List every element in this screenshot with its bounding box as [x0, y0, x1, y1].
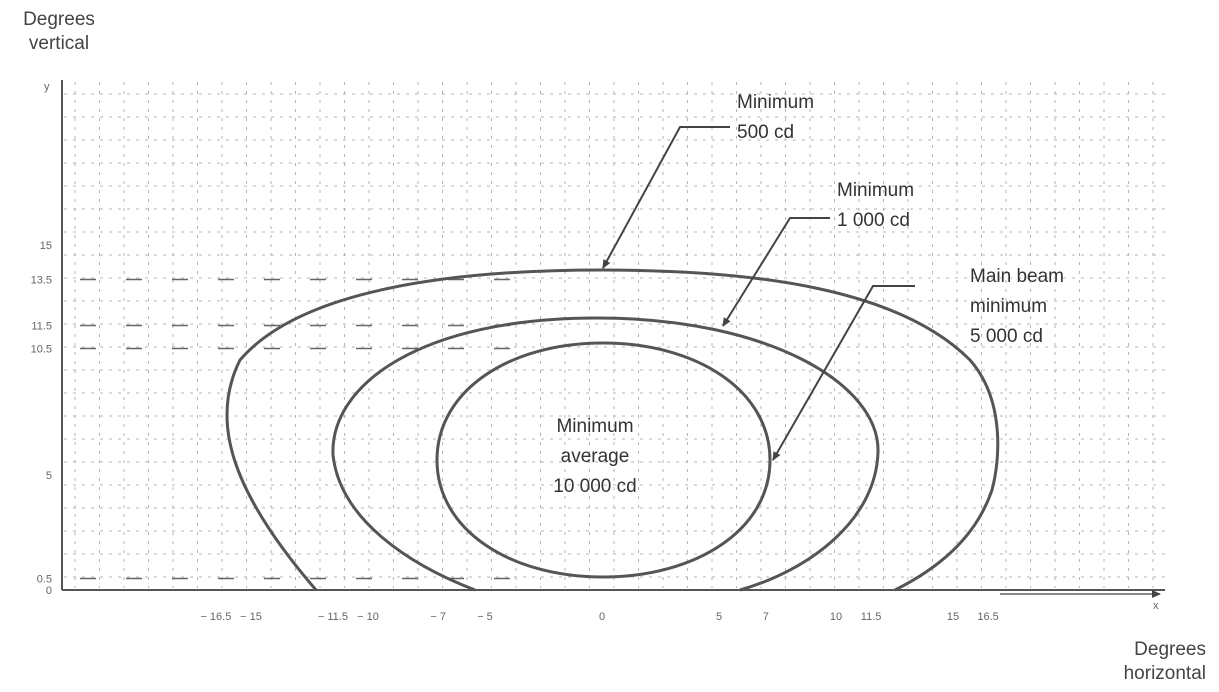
x-tick-label: 7 — [763, 611, 769, 623]
leader-500cd — [602, 126, 730, 269]
x-axis-end-tick: x — [1153, 600, 1159, 612]
x-tick-label: 10 — [830, 611, 842, 623]
center-label-line-3: 10 000 cd — [553, 476, 636, 497]
reference-dashes — [80, 278, 540, 580]
y-tick-label: 11.5 — [31, 321, 52, 333]
leader-5000cd — [772, 285, 915, 461]
center-label-line-1: Minimum — [556, 416, 633, 437]
x-tick-labels: − 16.5 − 15 − 11.5 − 10 − 7 − 5 0 5 7 10 11.5 15 16.… — [200, 611, 998, 623]
y-axis-title-line-2: vertical — [28, 33, 90, 54]
x-tick-label: − 16.5 — [200, 611, 231, 623]
x-tick-label: − 11.5 — [318, 611, 348, 623]
y-tick-label: 13.5 — [31, 275, 52, 287]
y-axis-top-tick: y — [44, 81, 50, 93]
contour-5000cd — [435, 341, 772, 579]
x-tick-label: − 15 — [240, 611, 262, 623]
x-tick-label: − 5 — [477, 611, 493, 623]
x-axis-title-line-2: horizontal — [1123, 663, 1206, 684]
y-tick-label: 5 — [46, 470, 52, 482]
x-tick-label: − 7 — [430, 611, 446, 623]
x-tick-label: 15 — [947, 611, 959, 623]
y-tick-label: 0 — [46, 585, 52, 597]
x-tick-label: − 10 — [357, 611, 379, 623]
label-500cd-line-2: 500 cd — [737, 122, 794, 143]
y-tick-labels: 00.5 5 10.5 11.5 13.5 15 — [31, 240, 52, 597]
y-axis-title: Degrees vertical — [4, 8, 114, 56]
y-axis-title-line-1: Degrees — [23, 9, 95, 30]
x-tick-label: 16.5 — [977, 611, 998, 623]
label-5000cd-line-1: Main beam — [970, 266, 1064, 287]
leader-1000cd — [722, 217, 830, 327]
x-tick-label: 0 — [599, 611, 605, 623]
y-tick-label: 10.5 — [31, 344, 52, 356]
label-1000cd-line-2: 1 000 cd — [837, 210, 910, 231]
x-tick-label: 5 — [716, 611, 722, 623]
center-label-line-2: average — [561, 446, 630, 467]
label-5000cd-line-2: minimum — [970, 296, 1047, 317]
y-tick-label: 15 — [40, 240, 52, 252]
y-tick-label: 0.5 — [37, 574, 52, 586]
label-500cd-line-1: Minimum — [737, 92, 814, 113]
x-axis-title: Degrees horizontal — [1086, 638, 1206, 686]
label-5000cd-line-3: 5 000 cd — [970, 326, 1043, 347]
x-tick-label: 11.5 — [861, 611, 882, 623]
label-1000cd-line-1: Minimum — [837, 180, 914, 201]
x-axis-title-line-1: Degrees — [1134, 639, 1206, 660]
contour-500cd — [225, 268, 1000, 592]
contour-1000cd — [331, 316, 880, 592]
